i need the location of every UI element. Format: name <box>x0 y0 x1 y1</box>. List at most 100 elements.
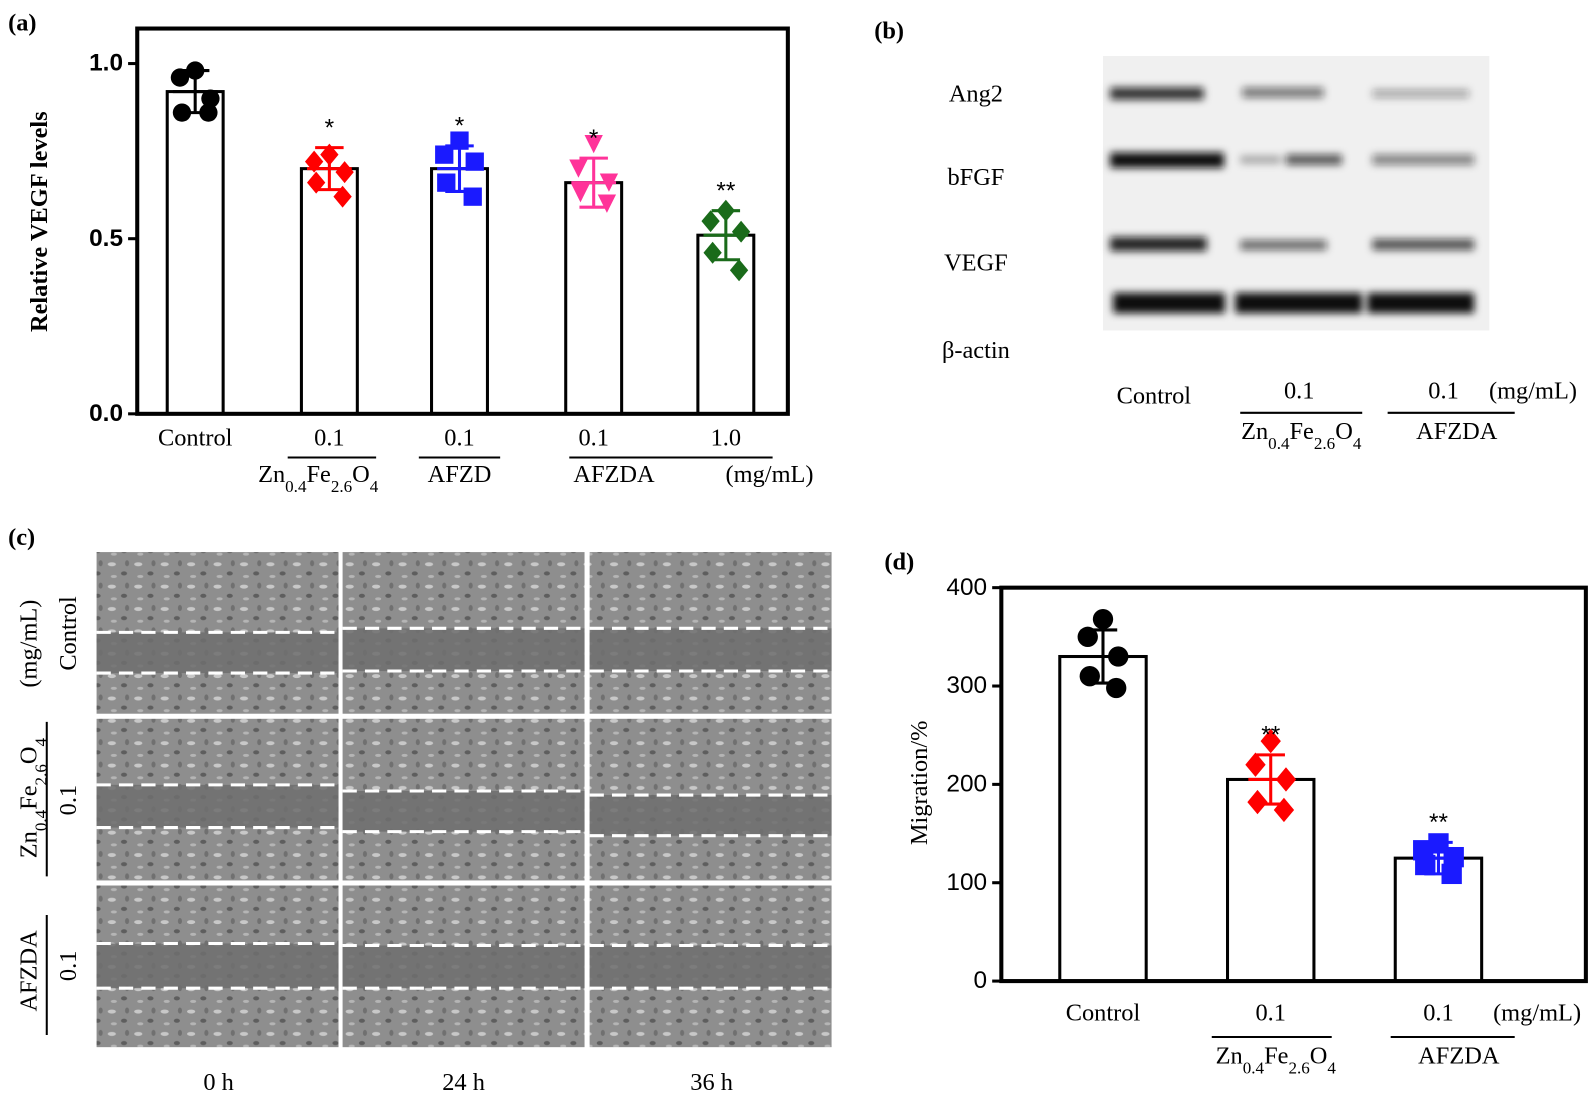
bar <box>1058 654 1148 983</box>
data-point <box>1077 626 1098 648</box>
group-label: Zn0.4Fe2.6O4 <box>1241 418 1362 453</box>
group-label: Zn0.4Fe2.6O4 <box>1216 1042 1337 1077</box>
row-label: Control <box>55 596 82 671</box>
bands <box>1110 87 1475 314</box>
bar <box>1393 856 1484 983</box>
data-point <box>199 103 218 122</box>
data-point <box>201 89 220 108</box>
time-label: 36 h <box>690 1069 733 1094</box>
lane-label: 0.1 <box>1284 378 1314 405</box>
significance: * <box>455 113 465 140</box>
scratch-gap <box>589 795 832 836</box>
y-tick-label: 0 <box>974 967 988 994</box>
data-point <box>1443 846 1464 868</box>
unit-label: (mg/mL) <box>16 600 43 688</box>
scratch-gap <box>342 790 585 832</box>
data-point <box>701 210 720 233</box>
x-tick-label: 0.1 <box>1255 1000 1285 1027</box>
x-tick-label: Control <box>158 424 233 451</box>
y-tick-label: 0.0 <box>89 400 123 427</box>
lane-label: 0.1 <box>1428 378 1458 405</box>
data-point <box>463 187 482 206</box>
bar <box>564 181 624 416</box>
bar <box>165 90 225 416</box>
group-label: AFZDA <box>1418 1042 1500 1069</box>
time-label: 0 h <box>203 1069 233 1094</box>
significance: ** <box>716 177 735 204</box>
bar-chart: (d) Migration/% 0 100 200 300 400 Control ** 0.1 *… <box>884 548 1588 1077</box>
data-point <box>599 173 619 192</box>
unit-label: (mg/mL) <box>726 461 814 488</box>
data-point <box>1247 789 1268 815</box>
significance: * <box>325 114 335 141</box>
row-label: 0.1 <box>55 951 82 981</box>
bar <box>430 167 489 416</box>
data-point <box>333 185 352 208</box>
data-point <box>1106 677 1127 699</box>
group-label: AFZDA <box>573 461 655 488</box>
charts: (a) Relative VEGF levels 0.0 0.5 1.0 Control *… <box>8 10 1588 1077</box>
bar-chart: (a) Relative VEGF levels 0.0 0.5 1.0 Control *… <box>8 10 813 496</box>
group-label: AFZDA <box>16 930 43 1012</box>
protein-label: VEGF <box>944 249 1008 276</box>
data-point <box>465 152 484 171</box>
blot: (b) Ang2 bFGF VEGF β-actin Control 0.1 0… <box>874 18 1577 453</box>
plot-frame <box>135 26 790 416</box>
data-point <box>1079 666 1100 687</box>
scratch-gap <box>96 943 339 989</box>
data-point <box>307 171 326 194</box>
micrograph-grid <box>96 552 832 1048</box>
scratch-gap <box>96 632 339 674</box>
group-label: Zn0.4Fe2.6O4 <box>16 738 50 859</box>
panel-label: (a) <box>8 10 36 37</box>
significance: ** <box>1429 809 1448 836</box>
bar <box>696 233 756 416</box>
significance: * <box>589 125 599 152</box>
scale-bar <box>912 1032 976 1039</box>
blot-image <box>1102 55 1490 331</box>
y-axis-label: Migration/% <box>906 721 933 846</box>
y-axis-label: Relative VEGF levels <box>26 111 53 332</box>
data-point <box>1245 752 1266 777</box>
data-point <box>1275 767 1297 792</box>
scratch-gap <box>342 628 585 672</box>
protein-label: Ang2 <box>949 81 1003 108</box>
data-point <box>1441 863 1462 885</box>
scratch-gap <box>589 945 832 989</box>
y-tick-label: 0.5 <box>89 225 123 252</box>
group-label: Zn0.4Fe2.6O4 <box>258 461 379 495</box>
scratch-assay: (c) 0 h 24 h 36 h Control 0.1 0.1 (mg/mL… <box>8 524 976 1094</box>
y-tick-label: 200 <box>946 770 987 797</box>
plot-frame <box>999 585 1588 984</box>
group-label: AFZD <box>428 461 492 488</box>
lane-label: Control <box>1117 383 1192 410</box>
bar <box>1225 777 1316 983</box>
scratch-gap <box>342 945 585 989</box>
x-tick-label: 1.0 <box>711 424 741 451</box>
panel-label: (c) <box>8 524 35 551</box>
group-label: AFZDA <box>1416 418 1498 445</box>
data-point <box>170 68 190 87</box>
data-point <box>435 145 454 164</box>
panel-label: (d) <box>884 548 914 575</box>
data-point <box>569 159 588 178</box>
data-point <box>304 150 324 173</box>
x-tick-label: 0.1 <box>444 424 474 451</box>
data-point <box>437 173 456 192</box>
data-point <box>1260 728 1281 754</box>
data-point <box>186 61 205 80</box>
bar <box>299 167 359 416</box>
panel-label: (b) <box>874 18 904 45</box>
x-tick-label: 0.1 <box>1423 1000 1453 1027</box>
y-tick-label: 100 <box>946 869 987 896</box>
data-point <box>1092 608 1114 630</box>
y-tick-label: 300 <box>946 672 987 699</box>
data-point <box>172 103 192 122</box>
x-tick-label: Control <box>1066 1000 1141 1027</box>
y-tick-label: 400 <box>946 574 987 601</box>
x-tick-label: 0.1 <box>314 424 344 451</box>
data-point <box>571 184 590 203</box>
data-point <box>1415 854 1436 876</box>
data-point <box>450 131 469 150</box>
